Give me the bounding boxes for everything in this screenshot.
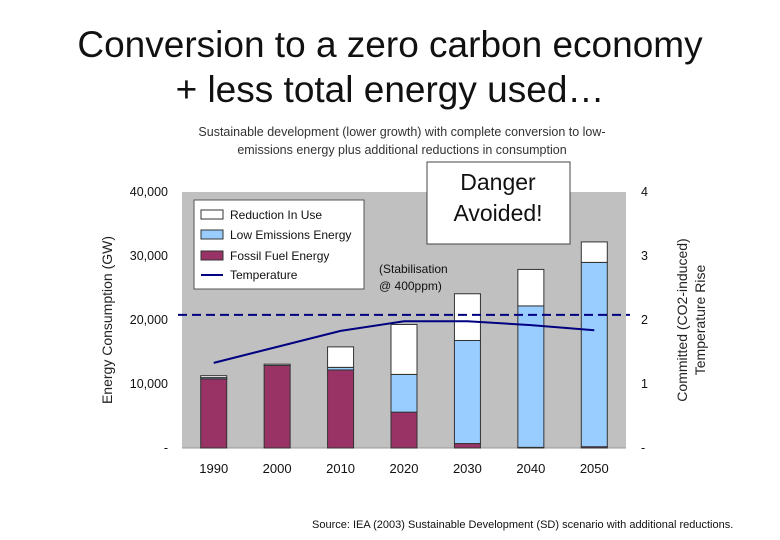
y-left-tick-label-4: 40,000 (130, 185, 168, 199)
bar-reduction-2010 (327, 346, 355, 368)
legend-label-low-emissions: Low Emissions Energy (230, 228, 351, 242)
slide-title: Conversion to a zero carbon economy + le… (0, 22, 780, 112)
lines-layer (178, 313, 630, 364)
bar-reduction-1990 (200, 375, 228, 379)
bar-fossil-2030 (453, 443, 481, 449)
bar-low-emissions-2040 (517, 305, 545, 448)
bar-fossil-1990 (200, 378, 228, 449)
x-tick-label-2040: 2040 (516, 461, 545, 476)
y-left-tick-label-0: - (164, 441, 168, 455)
legend-label-reduction: Reduction In Use (230, 208, 322, 222)
bar-low-emissions-2020 (390, 373, 418, 413)
chart-title-line-1: Sustainable development (lower growth) w… (198, 125, 605, 139)
y-axis-left-label: Energy Consumption (GW) (99, 236, 115, 404)
x-tick-label-1990: 1990 (199, 461, 228, 476)
slide-title-line-1: Conversion to a zero carbon economy (77, 24, 703, 65)
danger-callout-line-2: Avoided! (453, 200, 542, 226)
danger-callout-line-1: Danger (460, 169, 536, 195)
x-tick-label-2050: 2050 (580, 461, 609, 476)
legend: Reduction In Use Low Emissions Energy Fo… (193, 199, 365, 290)
bar-reduction-2050 (580, 241, 608, 263)
bar-reduction-2020 (390, 323, 418, 375)
stabilisation-note-line-2: @ 400ppm) (379, 279, 442, 293)
temperature-line (213, 320, 595, 364)
stabilisation-note-line-1: (Stabilisation (379, 262, 448, 276)
legend-swatch-low-emissions (200, 229, 224, 240)
bar-low-emissions-2050 (580, 261, 608, 448)
y-right-tick-label-1: 1 (641, 377, 648, 391)
bar-low-emissions-2030 (453, 339, 481, 445)
bar-reduction-2030 (453, 293, 481, 341)
y-right-tick-label-3: 3 (641, 249, 648, 263)
y-right-tick-label-0: - (641, 441, 645, 455)
bar-reduction-2040 (517, 268, 545, 307)
ticks-layer: 1990 2000 2010 2020 2030 2040 2050 - 10,000 20,00… (130, 185, 648, 476)
legend-label-fossil: Fossil Fuel Energy (230, 249, 329, 263)
bar-fossil-2000 (263, 364, 291, 449)
danger-callout: Danger Avoided! (426, 161, 571, 245)
slide-title-line-2: + less total energy used… (175, 69, 605, 110)
y-axis-right-label-line-2: Temperature Rise (692, 265, 708, 376)
x-tick-label-2030: 2030 (453, 461, 482, 476)
chart-title-line-2: emissions energy plus additional reducti… (237, 143, 566, 157)
x-tick-label-2000: 2000 (263, 461, 292, 476)
bar-fossil-2010 (327, 369, 355, 449)
y-left-tick-label-2: 20,000 (130, 313, 168, 327)
bar-reduction-2000 (263, 363, 291, 366)
x-tick-label-2020: 2020 (390, 461, 419, 476)
y-right-tick-label-2: 2 (641, 313, 648, 327)
x-tick-label-2010: 2010 (326, 461, 355, 476)
y-axis-right-label-line-1: Committed (CO2-induced) (674, 238, 690, 401)
legend-label-temperature: Temperature (230, 268, 298, 282)
y-left-tick-label-3: 30,000 (130, 249, 168, 263)
bar-fossil-2020 (390, 411, 418, 449)
legend-swatch-fossil (200, 250, 224, 261)
y-left-tick-label-1: 10,000 (130, 377, 168, 391)
bars-layer (200, 241, 608, 449)
source-note: Source: IEA (2003) Sustainable Developme… (312, 519, 734, 531)
y-right-tick-label-4: 4 (641, 185, 648, 199)
legend-swatch-reduction (200, 209, 224, 220)
danger-callout-box (426, 161, 571, 245)
